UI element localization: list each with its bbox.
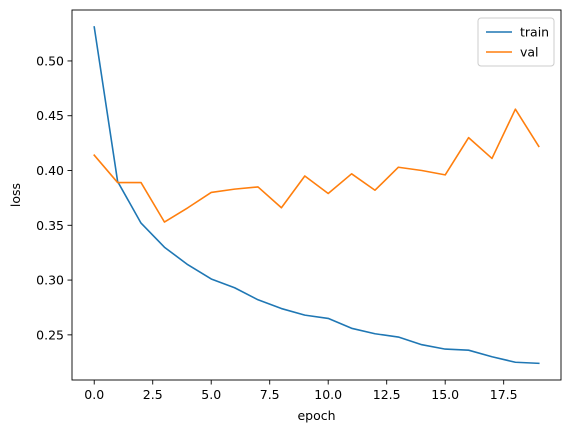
y-tick-label: 0.30 xyxy=(36,273,64,288)
legend-frame xyxy=(477,17,555,67)
y-tick-label: 0.35 xyxy=(36,218,64,233)
plot-area xyxy=(71,9,562,381)
y-axis-label: loss xyxy=(8,183,23,207)
x-tick-label: 7.5 xyxy=(260,387,280,402)
legend: train val xyxy=(477,17,555,67)
series-line-val xyxy=(93,108,540,223)
x-tick-label: 5.0 xyxy=(201,387,221,402)
y-tick-label: 0.40 xyxy=(36,163,64,178)
series-group xyxy=(93,26,540,365)
legend-label-train: train xyxy=(520,25,549,40)
axes-background xyxy=(72,10,561,380)
series-line-train xyxy=(93,26,540,365)
y-tick-label: 0.50 xyxy=(36,53,64,68)
y-tick-label: 0.45 xyxy=(36,108,64,123)
x-tick-label: 0.0 xyxy=(84,387,104,402)
ticks-group: 0.0 2.5 5.0 7.5 10.0 12.5 15.0 17.5 0.25 0.30 0.35… xyxy=(36,53,517,402)
axes-frame xyxy=(71,9,562,381)
legend-label-val: val xyxy=(520,45,539,60)
x-tick-label: 17.5 xyxy=(490,387,518,402)
x-tick-label: 10.0 xyxy=(314,387,342,402)
x-tick-label: 12.5 xyxy=(373,387,401,402)
x-tick-label: 2.5 xyxy=(143,387,163,402)
x-tick-label: 15.0 xyxy=(431,387,459,402)
y-tick-label: 0.25 xyxy=(36,327,64,342)
x-axis-label: epoch xyxy=(297,408,335,423)
